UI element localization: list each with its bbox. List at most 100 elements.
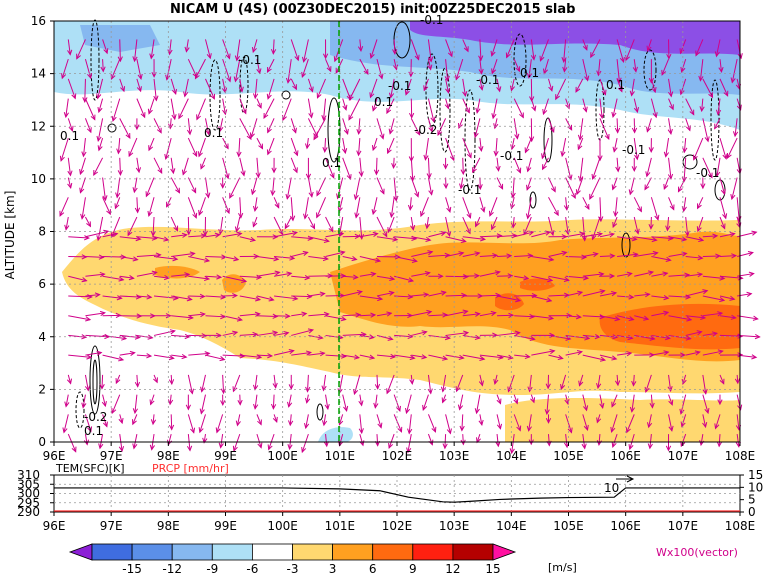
wind-vector — [205, 232, 221, 238]
wind-vector — [545, 414, 552, 424]
wind-vector — [165, 59, 172, 81]
wind-vector — [272, 414, 278, 424]
wind-vector — [611, 394, 618, 408]
contour — [529, 191, 537, 209]
colorbar-swatch — [91, 543, 133, 561]
wind-vector — [220, 374, 226, 395]
wind-vector — [422, 394, 429, 412]
wind-vector — [455, 59, 464, 81]
wind-vector — [62, 414, 69, 434]
contour-label: -0.2 — [84, 410, 107, 424]
wind-vector — [474, 394, 481, 415]
wind-vector — [445, 309, 469, 317]
wind-vector — [510, 216, 517, 229]
wind-vector — [205, 354, 226, 362]
wind-vector — [222, 39, 231, 60]
wind-vector — [563, 197, 570, 211]
wind-vector — [369, 39, 378, 60]
wind-vector — [188, 293, 206, 299]
wind-vector — [389, 197, 395, 219]
wind-vector — [205, 39, 212, 60]
wind-vector — [150, 414, 157, 426]
wind-vector — [442, 157, 449, 170]
contour — [316, 403, 324, 421]
wind-vector — [354, 197, 361, 219]
wind-vector — [514, 253, 534, 259]
wind-vector — [127, 216, 138, 237]
wind-vector — [684, 216, 690, 237]
wind-vector — [136, 270, 158, 277]
wind-vector — [565, 118, 573, 131]
wind-vector — [648, 217, 654, 230]
wind-vector — [496, 414, 503, 430]
wind-vector — [198, 414, 206, 434]
surface-blue-patch — [318, 427, 353, 442]
wind-vector — [148, 137, 155, 152]
wind-vector — [495, 157, 501, 172]
wind-vector — [171, 232, 188, 238]
wind-vector — [386, 137, 395, 155]
wind-vector — [288, 414, 294, 427]
wind-vector — [291, 293, 313, 300]
wind-vector — [682, 138, 688, 154]
wind-vector — [118, 414, 124, 425]
wind-vector — [634, 315, 650, 321]
wind-vector — [651, 256, 672, 263]
wind-vector — [256, 313, 279, 319]
wind-vector — [98, 434, 104, 450]
wind-vector — [424, 216, 431, 230]
contour — [107, 123, 117, 133]
wind-vector — [695, 39, 704, 57]
contour — [643, 49, 657, 91]
wind-vector — [702, 233, 719, 239]
wind-vector — [645, 157, 652, 178]
wind-vector — [199, 394, 206, 415]
wind-vector — [253, 394, 259, 410]
wind-vector — [651, 271, 669, 277]
wind-vector — [531, 275, 554, 283]
wind-vector — [256, 414, 262, 426]
wind-vector — [166, 197, 172, 208]
wind-vector — [205, 332, 222, 339]
wind-vector — [651, 350, 670, 356]
wind-vector — [443, 177, 449, 190]
wind-vector — [599, 273, 616, 279]
wind-vector — [170, 157, 176, 175]
colorbar-swatch — [452, 543, 494, 561]
wind-vector — [249, 118, 258, 139]
wind-vector — [496, 295, 522, 303]
wind-vector — [719, 197, 728, 220]
wind-vector — [171, 314, 194, 321]
wind-vector — [64, 216, 70, 231]
wind-vector — [85, 350, 103, 356]
wind-vector — [442, 434, 448, 450]
wind-vector — [84, 414, 93, 433]
easterly-band-6to9-west — [222, 274, 246, 293]
wind-vector — [648, 138, 654, 154]
wind-vector — [256, 330, 279, 336]
wind-vector — [599, 291, 618, 297]
wind-vector — [668, 197, 675, 211]
wind-vector — [668, 414, 674, 432]
wind-vector — [525, 197, 532, 220]
contour — [543, 117, 553, 163]
wind-vector — [82, 78, 88, 104]
wind-vector — [719, 177, 726, 196]
wind-vector — [459, 414, 465, 432]
wind-vector — [717, 394, 723, 406]
wind-vector — [114, 197, 121, 210]
wind-vector — [171, 353, 188, 360]
wind-vector — [153, 374, 158, 384]
wind-vector — [582, 394, 589, 412]
wind-vector — [256, 256, 280, 262]
wind-vector — [714, 39, 721, 58]
wind-vector — [475, 98, 481, 114]
wind-vector — [150, 217, 156, 237]
wind-vector — [149, 394, 155, 406]
wind-vector — [115, 374, 121, 385]
y-tick-label: 300 — [17, 487, 40, 501]
wind-vector — [565, 177, 576, 200]
wind-vector — [325, 315, 347, 322]
contour-label-group: -0.1 -0.1 -0.1 -0.1 -0.1 -0.1 -0.1 -0.2 … — [60, 13, 719, 438]
wind-vector — [371, 98, 378, 112]
